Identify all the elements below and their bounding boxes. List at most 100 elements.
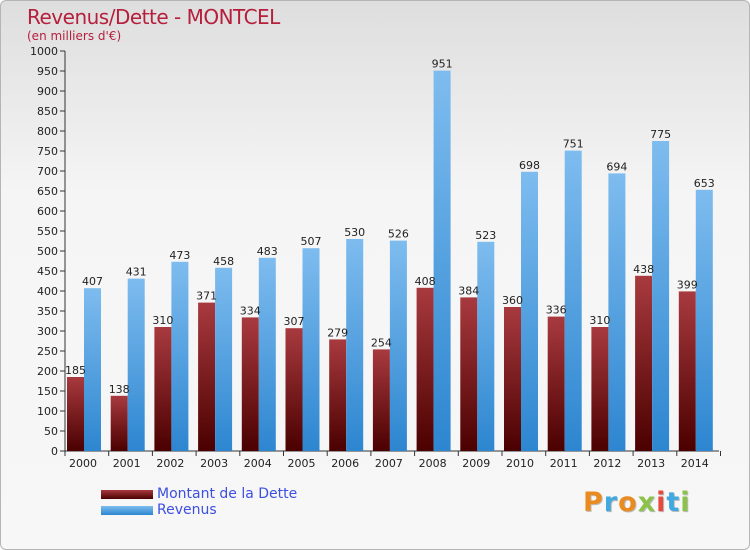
data-label-revenue-2012: 694 bbox=[606, 160, 627, 173]
x-tick-label-2008: 2008 bbox=[419, 457, 447, 470]
y-tick-label: 850 bbox=[37, 105, 58, 118]
bar-revenue-2014 bbox=[695, 189, 713, 452]
x-tick-label-2004: 2004 bbox=[244, 457, 272, 470]
y-tick-label: 600 bbox=[37, 205, 58, 218]
bar-debt-2011 bbox=[547, 316, 565, 451]
y-tick-label: 550 bbox=[37, 225, 58, 238]
bar-debt-2014 bbox=[678, 291, 696, 451]
y-tick-label: 700 bbox=[37, 165, 58, 178]
chart-title: Revenus/Dette - MONTCEL bbox=[27, 5, 280, 29]
y-tick-label: 0 bbox=[51, 445, 58, 458]
bar-debt-2000 bbox=[67, 377, 84, 451]
y-tick-label: 650 bbox=[37, 185, 58, 198]
y-tick-label: 150 bbox=[37, 385, 58, 398]
bar-debt-2012 bbox=[591, 327, 609, 451]
x-tick-label-2009: 2009 bbox=[462, 457, 490, 470]
x-tick-label-2005: 2005 bbox=[288, 457, 316, 470]
x-tick-label-2001: 2001 bbox=[113, 457, 141, 470]
bar-debt-2006 bbox=[329, 339, 347, 451]
legend-swatch-debt bbox=[101, 490, 153, 499]
y-tick-label: 50 bbox=[44, 425, 58, 438]
data-label-debt-2007: 254 bbox=[371, 336, 392, 349]
y-tick-label: 500 bbox=[37, 245, 58, 258]
bar-revenue-2004 bbox=[258, 257, 276, 451]
data-label-debt-2008: 408 bbox=[415, 275, 436, 288]
data-label-debt-2005: 307 bbox=[284, 315, 305, 328]
x-tick-label-2006: 2006 bbox=[331, 457, 359, 470]
x-tick-label-2011: 2011 bbox=[550, 457, 578, 470]
y-tick-label: 400 bbox=[37, 285, 58, 298]
bar-revenue-2013 bbox=[652, 141, 670, 451]
x-tick-label-2014: 2014 bbox=[681, 457, 709, 470]
data-label-revenue-2000: 407 bbox=[82, 275, 103, 288]
y-tick-label: 950 bbox=[37, 65, 58, 78]
data-label-revenue-2003: 458 bbox=[213, 255, 234, 268]
bar-debt-2009 bbox=[460, 297, 478, 451]
data-label-debt-2002: 310 bbox=[152, 314, 173, 327]
chart-subtitle: (en milliers d'€) bbox=[27, 29, 122, 43]
y-tick-label: 100 bbox=[37, 405, 58, 418]
bar-revenue-2011 bbox=[564, 150, 582, 451]
proxiti-logo: Proxiti bbox=[583, 487, 691, 518]
x-tick-label-2000: 2000 bbox=[69, 457, 97, 470]
data-label-revenue-2007: 526 bbox=[388, 228, 409, 241]
data-label-revenue-2008: 951 bbox=[432, 58, 453, 71]
x-tick-label-2013: 2013 bbox=[637, 457, 665, 470]
data-label-revenue-2005: 507 bbox=[301, 235, 322, 248]
data-label-debt-2003: 371 bbox=[196, 290, 217, 303]
data-label-revenue-2014: 653 bbox=[694, 177, 715, 190]
bar-revenue-2007 bbox=[389, 240, 407, 451]
x-tick-label-2010: 2010 bbox=[506, 457, 534, 470]
y-tick-label: 900 bbox=[37, 85, 58, 98]
data-label-revenue-2001: 431 bbox=[126, 266, 147, 279]
y-tick-label: 300 bbox=[37, 325, 58, 338]
bar-debt-2003 bbox=[198, 302, 216, 451]
bar-debt-2001 bbox=[110, 395, 128, 451]
bar-debt-2005 bbox=[285, 328, 303, 451]
legend-label-debt: Montant de la Dette bbox=[157, 486, 298, 502]
bar-revenue-2009 bbox=[477, 241, 495, 451]
bar-debt-2007 bbox=[372, 349, 390, 451]
bar-debt-2002 bbox=[154, 327, 172, 451]
data-label-revenue-2006: 530 bbox=[344, 226, 365, 239]
bar-revenue-2012 bbox=[608, 173, 626, 451]
bar-debt-2008 bbox=[416, 287, 434, 451]
data-label-debt-2001: 138 bbox=[109, 383, 130, 396]
bar-revenue-2000 bbox=[84, 288, 101, 451]
data-label-revenue-2004: 483 bbox=[257, 245, 278, 258]
data-label-debt-2009: 384 bbox=[458, 284, 479, 297]
data-label-revenue-2013: 775 bbox=[650, 128, 671, 141]
data-label-debt-2013: 438 bbox=[633, 263, 654, 276]
data-label-revenue-2011: 751 bbox=[563, 138, 584, 151]
bar-debt-2010 bbox=[504, 307, 521, 451]
data-label-debt-2010: 360 bbox=[502, 294, 523, 307]
data-label-revenue-2009: 523 bbox=[475, 229, 496, 242]
y-tick-label: 200 bbox=[37, 365, 58, 378]
data-label-debt-2006: 279 bbox=[327, 326, 348, 339]
bar-revenue-2001 bbox=[127, 278, 145, 451]
bar-revenue-2006 bbox=[346, 239, 364, 451]
data-label-debt-2011: 336 bbox=[546, 304, 567, 317]
x-tick-label-2007: 2007 bbox=[375, 457, 403, 470]
y-tick-label: 750 bbox=[37, 145, 58, 158]
bar-debt-2004 bbox=[241, 317, 259, 451]
bar-revenue-2010 bbox=[521, 171, 538, 452]
y-tick-label: 1000 bbox=[30, 45, 58, 58]
bar-revenue-2005 bbox=[302, 248, 320, 451]
data-label-debt-2014: 399 bbox=[677, 278, 698, 291]
y-tick-label: 800 bbox=[37, 125, 58, 138]
bar-revenue-2008 bbox=[433, 70, 451, 451]
data-label-revenue-2010: 698 bbox=[519, 159, 540, 172]
bar-debt-2013 bbox=[635, 275, 653, 451]
y-tick-label: 450 bbox=[37, 265, 58, 278]
x-tick-label-2012: 2012 bbox=[593, 457, 621, 470]
legend-label-revenue: Revenus bbox=[157, 502, 217, 518]
data-label-debt-2004: 334 bbox=[240, 304, 261, 317]
data-label-debt-2012: 310 bbox=[589, 314, 610, 327]
bar-revenue-2003 bbox=[215, 267, 233, 451]
y-tick-label: 350 bbox=[37, 305, 58, 318]
data-label-revenue-2002: 473 bbox=[169, 249, 190, 262]
x-tick-label-2002: 2002 bbox=[156, 457, 184, 470]
